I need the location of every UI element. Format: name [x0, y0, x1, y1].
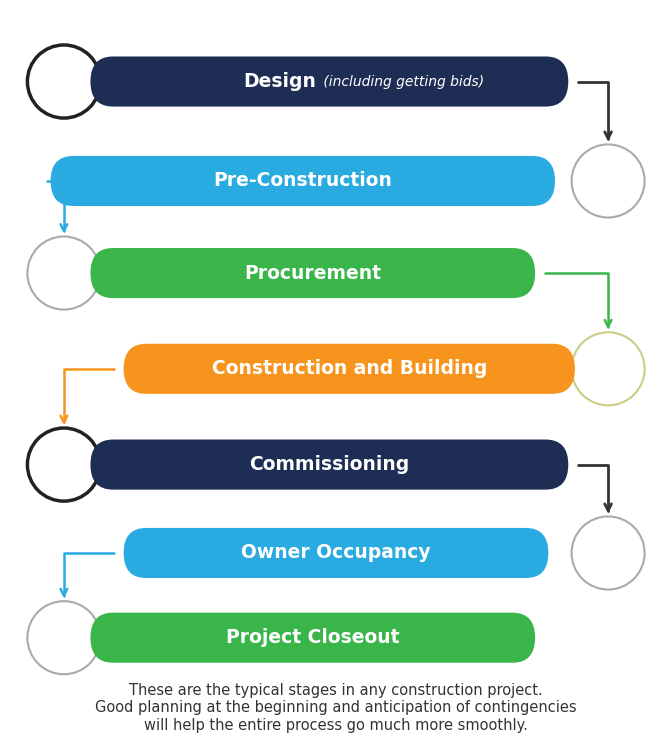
Ellipse shape	[572, 145, 644, 218]
Text: Pre-Construction: Pre-Construction	[214, 171, 392, 191]
FancyBboxPatch shape	[50, 156, 555, 206]
FancyBboxPatch shape	[91, 612, 535, 663]
Ellipse shape	[28, 45, 100, 118]
Text: Commissioning: Commissioning	[249, 455, 409, 474]
Text: Owner Occupancy: Owner Occupancy	[241, 544, 431, 562]
FancyBboxPatch shape	[91, 57, 569, 107]
Text: Procurement: Procurement	[244, 264, 381, 282]
FancyBboxPatch shape	[91, 440, 569, 489]
Ellipse shape	[572, 332, 644, 405]
Ellipse shape	[28, 428, 100, 501]
Text: (including getting bids): (including getting bids)	[319, 74, 485, 89]
Ellipse shape	[572, 516, 644, 589]
Text: Construction and Building: Construction and Building	[212, 359, 487, 378]
FancyBboxPatch shape	[124, 528, 548, 578]
Text: Design: Design	[243, 72, 316, 91]
Text: These are the typical stages in any construction project.
Good planning at the b: These are the typical stages in any cons…	[95, 682, 577, 732]
FancyBboxPatch shape	[91, 248, 535, 298]
FancyBboxPatch shape	[124, 343, 575, 394]
Text: Project Closeout: Project Closeout	[226, 628, 400, 647]
Ellipse shape	[28, 601, 100, 674]
Ellipse shape	[28, 236, 100, 310]
